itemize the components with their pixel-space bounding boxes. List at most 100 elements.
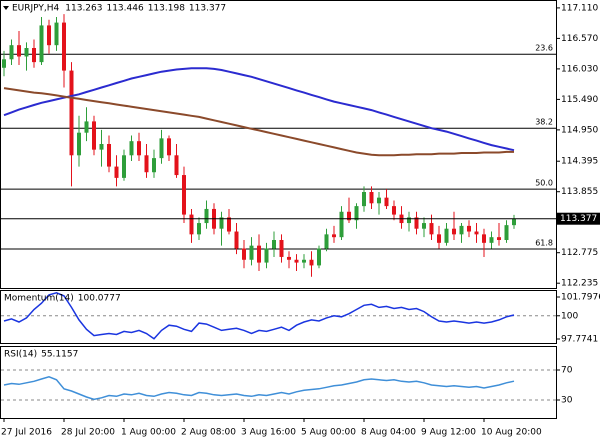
- candle-body: [482, 234, 486, 243]
- header-open: 113.263: [65, 4, 102, 14]
- y-tick-label: 116.570: [561, 34, 598, 44]
- candle-body: [47, 25, 51, 46]
- candle-body: [444, 228, 449, 243]
- y-tick-label: 112.235: [561, 279, 598, 289]
- candle-body: [9, 45, 14, 60]
- candle-body: [354, 206, 359, 221]
- candle-body: [242, 248, 246, 260]
- candle-body: [497, 237, 501, 240]
- candle-body: [234, 231, 239, 249]
- header-low: 113.198: [148, 4, 185, 14]
- candle-body: [279, 240, 284, 257]
- panel-frame: [0, 346, 557, 419]
- candle-body: [339, 211, 344, 238]
- candle-body: [144, 155, 149, 173]
- candle-body: [137, 141, 141, 156]
- candle-body: [324, 234, 329, 249]
- candle-body: [377, 197, 381, 204]
- symbol: EURJPY,H4: [12, 4, 60, 14]
- x-tick-label: 9 Aug 12:00: [421, 428, 476, 438]
- current-price: 113.377: [560, 214, 597, 224]
- header-close: 113.377: [189, 4, 226, 14]
- candle-body: [54, 22, 59, 46]
- candle-body: [39, 25, 44, 63]
- indicator-line: [3, 376, 515, 401]
- menu-arrow[interactable]: [3, 6, 9, 10]
- candle-body: [272, 240, 276, 249]
- candle-body: [99, 144, 104, 150]
- candle-body: [414, 217, 419, 229]
- x-tick-label: 28 Jul 20:00: [61, 428, 115, 438]
- candle-body: [257, 245, 261, 263]
- x-tick-label: 1 Aug 00:00: [121, 428, 176, 438]
- y-tick-label: 114.395: [561, 157, 598, 167]
- y-tick-label: 100: [561, 311, 578, 321]
- candle-body: [159, 138, 164, 159]
- candle-body: [77, 132, 81, 156]
- indicator-line: [3, 292, 515, 340]
- candle-body: [302, 259, 306, 263]
- candle-body: [227, 217, 231, 232]
- y-tick-label: 112.775: [561, 248, 598, 258]
- candle-body: [84, 121, 89, 133]
- y-tick-label: 70: [561, 366, 573, 376]
- candle-body: [114, 166, 119, 178]
- x-tick-label: 2 Aug 08:00: [181, 428, 236, 438]
- candle-body: [182, 175, 186, 215]
- panel-frame: [0, 290, 557, 344]
- candle-body: [32, 48, 36, 63]
- panel-title: RSI(14): [4, 350, 37, 360]
- candle-body: [467, 225, 471, 232]
- y-tick-label: 30: [561, 396, 573, 406]
- fib-label: 23.6: [535, 44, 553, 53]
- candle-body: [317, 248, 321, 266]
- candle-body: [249, 245, 254, 260]
- candle-body: [167, 138, 171, 156]
- candle-body: [407, 217, 411, 224]
- price-box: [556, 212, 600, 225]
- candle-body: [287, 256, 291, 260]
- y-tick-label: 113.855: [561, 187, 598, 197]
- candle-body: [332, 234, 336, 238]
- panel-title: Momentum(14): [4, 294, 74, 304]
- candle-body: [369, 192, 374, 204]
- candle-body: [512, 218, 516, 226]
- candle-body: [504, 225, 509, 240]
- candle-body: [17, 45, 21, 57]
- candle-body: [384, 197, 389, 207]
- candle-body: [122, 155, 126, 178]
- candle-body: [2, 59, 6, 68]
- y-tick-label: 114.950: [561, 125, 598, 135]
- candle-body: [437, 234, 441, 243]
- candle-body: [309, 259, 314, 266]
- x-tick-label: 8 Aug 04:00: [361, 428, 416, 438]
- fib-label: 50.0: [535, 179, 553, 188]
- x-tick-label: 10 Aug 20:00: [481, 428, 542, 438]
- candle-body: [174, 155, 179, 176]
- candle-body: [197, 223, 201, 235]
- candle-body: [362, 192, 366, 207]
- y-tick-label: 101.7976: [561, 293, 600, 303]
- y-tick-label: 117.110: [561, 3, 598, 13]
- moving-average: [3, 67, 515, 152]
- candle-body: [129, 141, 134, 156]
- candle-body: [107, 144, 111, 167]
- candle-body: [69, 70, 74, 156]
- panel-frame: [0, 0, 557, 289]
- fib-label: 38.2: [535, 118, 553, 127]
- candle-body: [62, 22, 66, 71]
- candle-body: [459, 225, 464, 235]
- header-high: 113.446: [106, 4, 143, 14]
- y-tick-label: 115.490: [561, 95, 598, 105]
- y-tick-label: 97.7741: [561, 334, 598, 344]
- panel-value: 55.1157: [41, 350, 78, 360]
- y-tick-label: 116.030: [561, 64, 598, 74]
- candle-body: [474, 231, 479, 235]
- moving-average: [3, 87, 514, 157]
- candle-body: [422, 223, 426, 229]
- candle-body: [219, 217, 224, 229]
- candle-body: [92, 121, 96, 150]
- candle-body: [189, 214, 194, 235]
- candle-body: [392, 206, 396, 215]
